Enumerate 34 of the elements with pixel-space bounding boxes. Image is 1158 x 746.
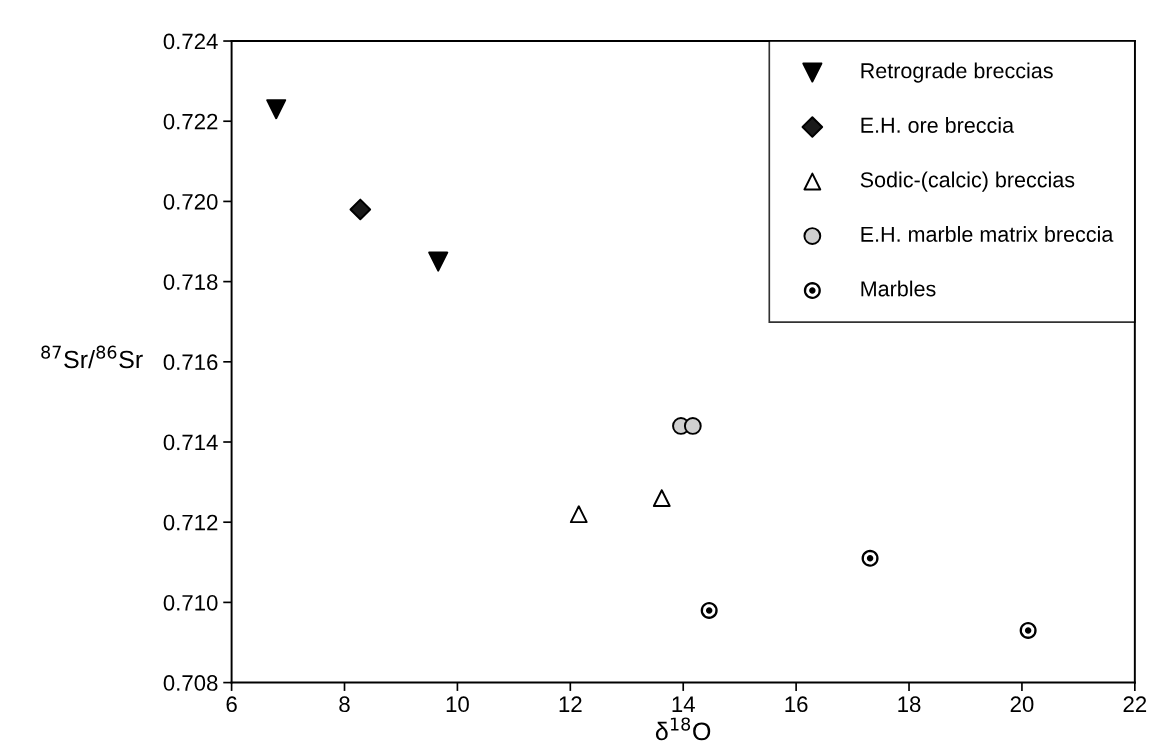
legend-label: E.H. marble matrix breccia	[861, 226, 1114, 242]
point	[700, 601, 718, 619]
point	[652, 489, 671, 508]
point	[349, 198, 372, 221]
point	[266, 99, 287, 120]
legend-label: Sodic-(calcic) breccias	[860, 171, 1075, 192]
x-tick-label: 14	[672, 696, 695, 712]
x-axis-title: δ$^{18}$O	[655, 717, 711, 741]
point	[861, 549, 879, 567]
legend-label: Retrograde breccias	[861, 62, 1053, 83]
y-tick-label: 0.720	[163, 193, 218, 210]
x-tick-label: 16	[785, 696, 808, 713]
legend-label: Marbles	[861, 280, 936, 297]
y-tick-label: 0.712	[163, 514, 218, 531]
point	[1019, 621, 1037, 639]
x-tick-label: 6	[226, 696, 237, 713]
y-axis-title: $^{87}$Sr/$^{86}$Sr	[41, 345, 143, 369]
x-tick-label: 10	[446, 696, 469, 713]
x-tick-label: 20	[1010, 696, 1034, 713]
y-tick-label: 0.714	[163, 434, 218, 451]
y-tick-label: 0.708	[163, 675, 218, 691]
x-tick-label: 22	[1123, 696, 1147, 712]
point	[428, 251, 449, 272]
x-tick-label: 12	[559, 696, 582, 712]
point	[569, 505, 588, 524]
point	[683, 417, 702, 435]
y-tick-label: 0.718	[163, 274, 218, 290]
x-tick-label: 8	[339, 696, 350, 713]
y-tick-label: 0.724	[163, 33, 218, 50]
x-tick-label: 18	[898, 696, 921, 713]
y-tick-label: 0.722	[163, 113, 218, 130]
y-tick-label: 0.716	[163, 354, 218, 371]
legend-label: E.H. ore breccia	[861, 117, 1015, 133]
y-tick-label: 0.710	[163, 594, 218, 611]
